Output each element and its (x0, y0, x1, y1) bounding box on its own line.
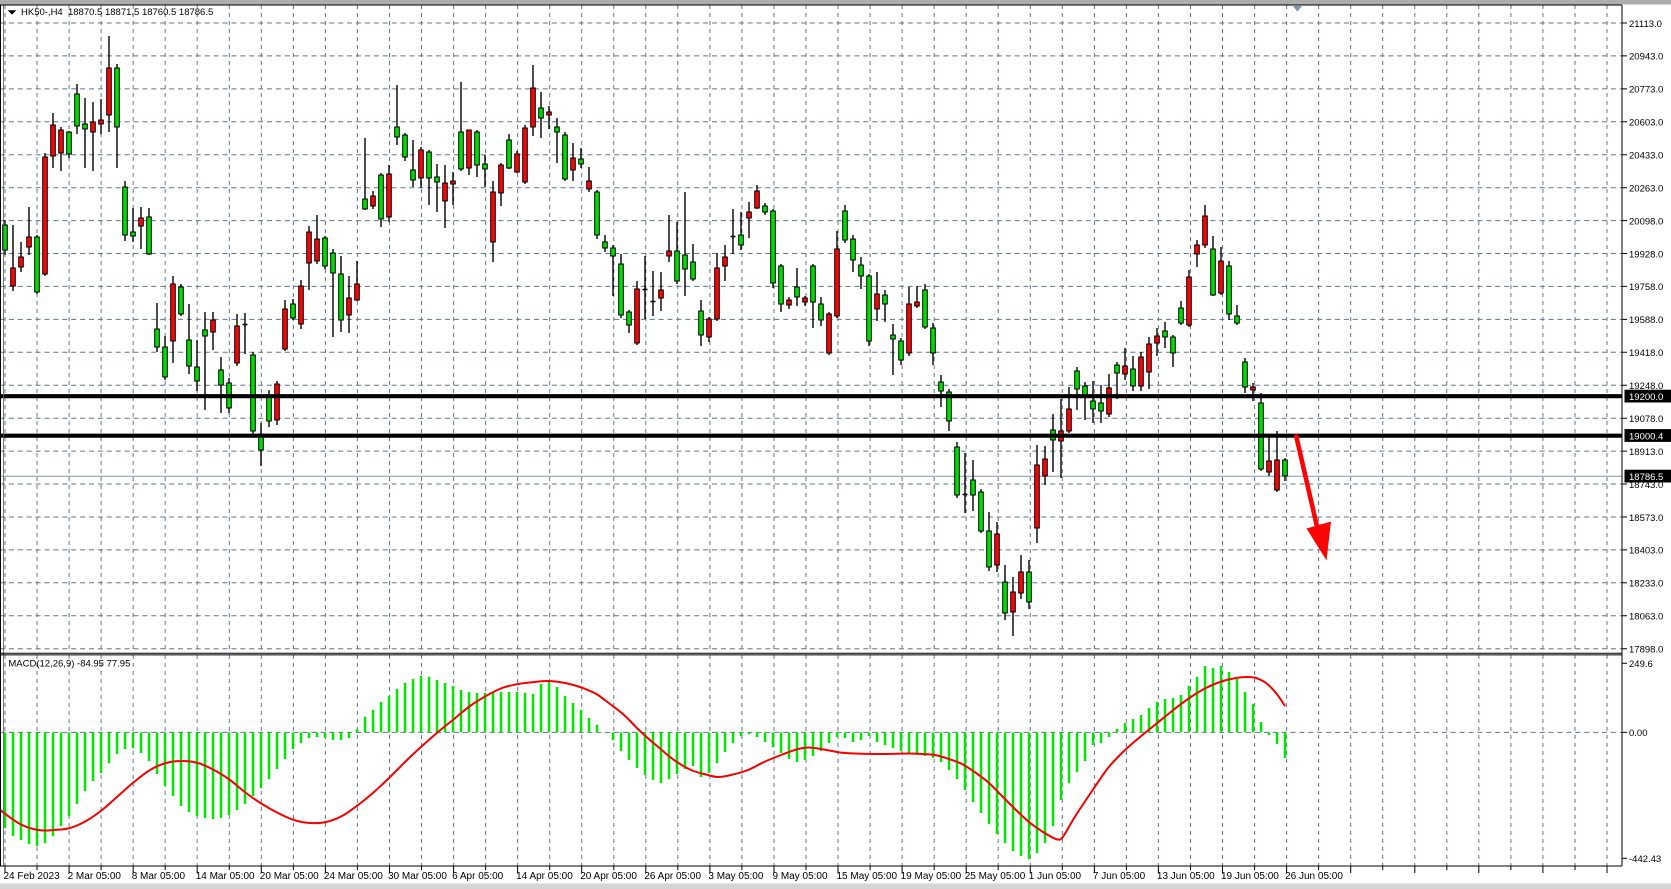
svg-text:20098.0: 20098.0 (1629, 216, 1663, 227)
svg-text:18786.5: 18786.5 (1629, 472, 1663, 483)
svg-text:7 Jun 05:00: 7 Jun 05:00 (1093, 871, 1146, 882)
svg-text:19418.0: 19418.0 (1629, 348, 1663, 359)
svg-text:24 Feb 2023: 24 Feb 2023 (4, 871, 61, 882)
svg-text:18573.0: 18573.0 (1629, 513, 1663, 524)
svg-text:18063.0: 18063.0 (1629, 612, 1663, 623)
svg-text:20433.0: 20433.0 (1629, 151, 1663, 162)
svg-text:19200.0: 19200.0 (1629, 392, 1663, 403)
svg-text:19 Jun 05:00: 19 Jun 05:00 (1221, 871, 1279, 882)
svg-text:20263.0: 20263.0 (1629, 184, 1663, 195)
svg-text:25 May 05:00: 25 May 05:00 (965, 871, 1026, 882)
svg-text:0.00: 0.00 (1629, 728, 1648, 739)
svg-text:MACD(12,26,9) -84.95 77.95: MACD(12,26,9) -84.95 77.95 (8, 659, 130, 670)
svg-text:20943.0: 20943.0 (1629, 52, 1663, 63)
svg-text:26 Jun 05:00: 26 Jun 05:00 (1285, 871, 1343, 882)
svg-text:19928.0: 19928.0 (1629, 249, 1663, 260)
svg-text:19248.0: 19248.0 (1629, 381, 1663, 392)
svg-text:6 Apr 05:00: 6 Apr 05:00 (452, 871, 504, 882)
svg-text:20 Apr 05:00: 20 Apr 05:00 (580, 871, 637, 882)
svg-text:18913.0: 18913.0 (1629, 447, 1663, 458)
svg-text:20603.0: 20603.0 (1629, 118, 1663, 129)
svg-text:19 May 05:00: 19 May 05:00 (901, 871, 962, 882)
svg-text:14 Mar 05:00: 14 Mar 05:00 (196, 871, 255, 882)
svg-text:19078.0: 19078.0 (1629, 414, 1663, 425)
svg-text:19758.0: 19758.0 (1629, 282, 1663, 293)
svg-text:14 Apr 05:00: 14 Apr 05:00 (516, 871, 573, 882)
svg-text:20 Mar 05:00: 20 Mar 05:00 (260, 871, 319, 882)
svg-text:8 Mar 05:00: 8 Mar 05:00 (132, 871, 186, 882)
svg-text:HK50-,H4 18870.5 18871.5 1876: HK50-,H4 18870.5 18871.5 18760.5 18786.5 (21, 7, 213, 18)
svg-text:18403.0: 18403.0 (1629, 546, 1663, 557)
svg-text:2 Mar 05:00: 2 Mar 05:00 (68, 871, 122, 882)
svg-text:15 May 05:00: 15 May 05:00 (837, 871, 898, 882)
svg-text:26 Apr 05:00: 26 Apr 05:00 (644, 871, 701, 882)
svg-text:30 Mar 05:00: 30 Mar 05:00 (388, 871, 447, 882)
svg-text:3 May 05:00: 3 May 05:00 (708, 871, 763, 882)
svg-text:18233.0: 18233.0 (1629, 579, 1663, 590)
svg-text:249.6: 249.6 (1629, 659, 1653, 670)
svg-text:1 Jun 05:00: 1 Jun 05:00 (1029, 871, 1082, 882)
svg-text:19000.4: 19000.4 (1629, 431, 1663, 442)
svg-text:24 Mar 05:00: 24 Mar 05:00 (324, 871, 383, 882)
svg-text:13 Jun 05:00: 13 Jun 05:00 (1157, 871, 1215, 882)
svg-text:-442.43: -442.43 (1629, 854, 1661, 865)
svg-text:17898.0: 17898.0 (1629, 645, 1663, 656)
svg-text:21113.0: 21113.0 (1629, 19, 1662, 30)
svg-text:18743.0: 18743.0 (1629, 480, 1663, 491)
svg-text:9 May 05:00: 9 May 05:00 (773, 871, 828, 882)
svg-text:20773.0: 20773.0 (1629, 85, 1663, 96)
svg-text:19588.0: 19588.0 (1629, 315, 1663, 326)
